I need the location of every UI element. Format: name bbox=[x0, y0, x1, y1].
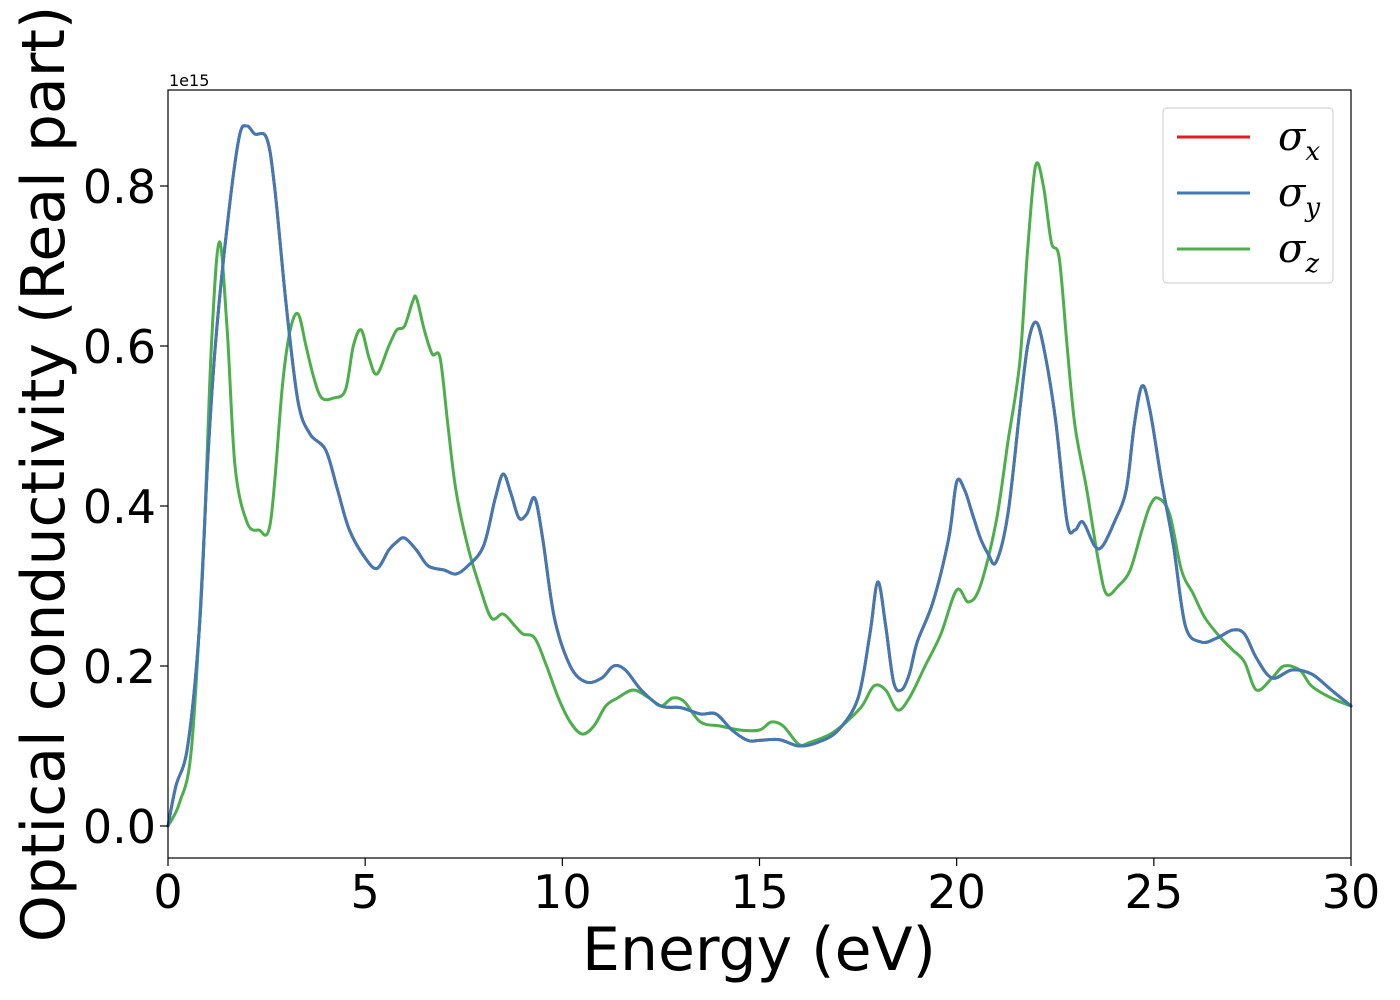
legend-label-x: σx bbox=[1278, 114, 1320, 167]
y-offset-text: 1e15 bbox=[169, 71, 209, 90]
legend-frame bbox=[1162, 107, 1334, 284]
x-tick-label: 5 bbox=[351, 865, 380, 919]
x-tick-label: 15 bbox=[730, 865, 789, 919]
x-tick-label: 30 bbox=[1322, 865, 1381, 919]
y-tick-label: 0.8 bbox=[83, 160, 156, 214]
y-axis: 0.0 0.2 0.4 0.6 0.8 bbox=[83, 160, 168, 854]
series-layer bbox=[166, 124, 1353, 828]
x-axis: 0 5 10 15 20 25 30 bbox=[153, 858, 1380, 919]
x-tick-label: 20 bbox=[927, 865, 986, 919]
legend-label-z: σz bbox=[1278, 226, 1319, 279]
y-tick-label: 0.6 bbox=[83, 320, 156, 374]
legend-label-y: σy bbox=[1278, 170, 1320, 223]
y-axis-label: Optical conductivity (Real part) bbox=[9, 6, 79, 943]
series-line-z bbox=[166, 161, 1353, 828]
x-tick-label: 10 bbox=[533, 865, 592, 919]
y-tick-label: 0.2 bbox=[83, 640, 156, 694]
x-tick-label: 0 bbox=[153, 865, 182, 919]
x-axis-label: Energy (eV) bbox=[582, 915, 936, 985]
series-line-y bbox=[166, 124, 1353, 828]
y-tick-label: 0.4 bbox=[83, 480, 156, 534]
x-tick-label: 25 bbox=[1125, 865, 1184, 919]
y-tick-label: 0.0 bbox=[83, 800, 156, 854]
